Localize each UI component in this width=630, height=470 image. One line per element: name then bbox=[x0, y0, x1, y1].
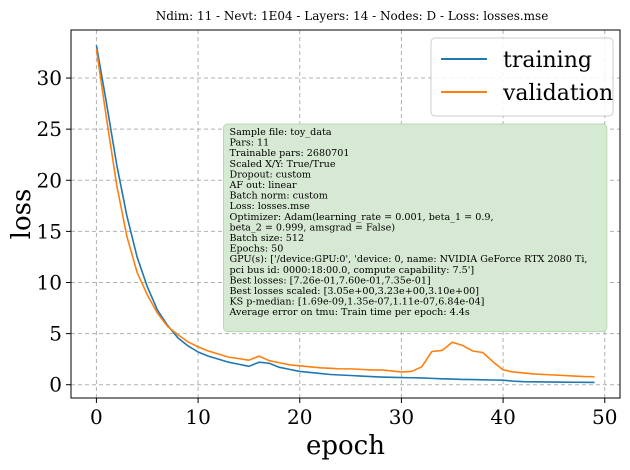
info-box-line: Loss: losses.mse bbox=[230, 201, 311, 212]
info-box-line: Best losses: [7.26e-01,7.60e-01,7.35e-01… bbox=[230, 275, 431, 286]
info-box-line: pci bus id: 0000:18:00.0, compute capabi… bbox=[230, 265, 475, 276]
legend-box bbox=[430, 37, 614, 117]
info-box-line: AF out: linear bbox=[229, 180, 297, 191]
legend: training validation bbox=[430, 37, 614, 117]
axis-ticks: 0 10 20 30 40 50 0 5 10 15 20 25 30 bbox=[37, 66, 618, 429]
info-box-line: Dropout: custom bbox=[230, 169, 312, 180]
y-tick-label: 5 bbox=[49, 322, 62, 346]
info-box-line: Batch size: 512 bbox=[230, 233, 305, 244]
info-box-line: KS p-median: [1.69e-09,1.35e-07,1.11e-07… bbox=[230, 297, 485, 308]
y-tick-label: 25 bbox=[37, 117, 62, 141]
info-box-line: Best losses scaled: [3.05e+00,3.23e+00,3… bbox=[230, 286, 480, 297]
y-tick-label: 20 bbox=[37, 168, 62, 192]
info-box-line: beta_2 = 0.999, amsgrad = False) bbox=[230, 222, 396, 233]
x-tick-label: 40 bbox=[490, 405, 515, 429]
info-box-line: Epochs: 50 bbox=[230, 244, 284, 255]
legend-label-training: training bbox=[503, 48, 592, 73]
chart-title: Ndim: 11 - Nevt: 1E04 - Layers: 14 - Nod… bbox=[156, 9, 549, 23]
series-line-validation bbox=[95, 49, 595, 378]
y-tick-label: 10 bbox=[37, 270, 62, 294]
info-box-line: Scaled X/Y: True/True bbox=[230, 159, 336, 170]
info-box-line: Batch norm: custom bbox=[230, 191, 328, 202]
x-axis-label: epoch bbox=[306, 431, 385, 461]
y-axis-label: loss bbox=[7, 189, 37, 240]
plot-frame bbox=[70, 29, 621, 399]
info-box-line: Trainable pars: 2680701 bbox=[230, 148, 350, 159]
legend-label-validation: validation bbox=[502, 81, 613, 106]
info-box-line: Pars: 11 bbox=[230, 138, 270, 149]
x-tick-label: 30 bbox=[389, 405, 414, 429]
info-box-line: Sample file: toy_data bbox=[230, 127, 332, 138]
x-tick-label: 50 bbox=[592, 405, 617, 429]
x-tick-label: 20 bbox=[287, 405, 312, 429]
info-box-line: Average error on tmu: Train time per epo… bbox=[229, 307, 470, 318]
y-tick-label: 15 bbox=[37, 219, 62, 243]
y-tick-label: 30 bbox=[37, 66, 62, 90]
info-box-line: Optimizer: Adam(learning_rate = 0.001, b… bbox=[230, 212, 494, 223]
series-lines bbox=[95, 45, 595, 384]
info-box-line: GPU(s): ['/device:GPU:0', 'device: 0, na… bbox=[230, 254, 588, 265]
y-tick-label: 0 bbox=[49, 373, 62, 397]
x-tick-label: 0 bbox=[90, 405, 103, 429]
series-line-training bbox=[95, 45, 595, 384]
x-tick-label: 10 bbox=[185, 405, 210, 429]
info-box-background bbox=[223, 123, 608, 333]
